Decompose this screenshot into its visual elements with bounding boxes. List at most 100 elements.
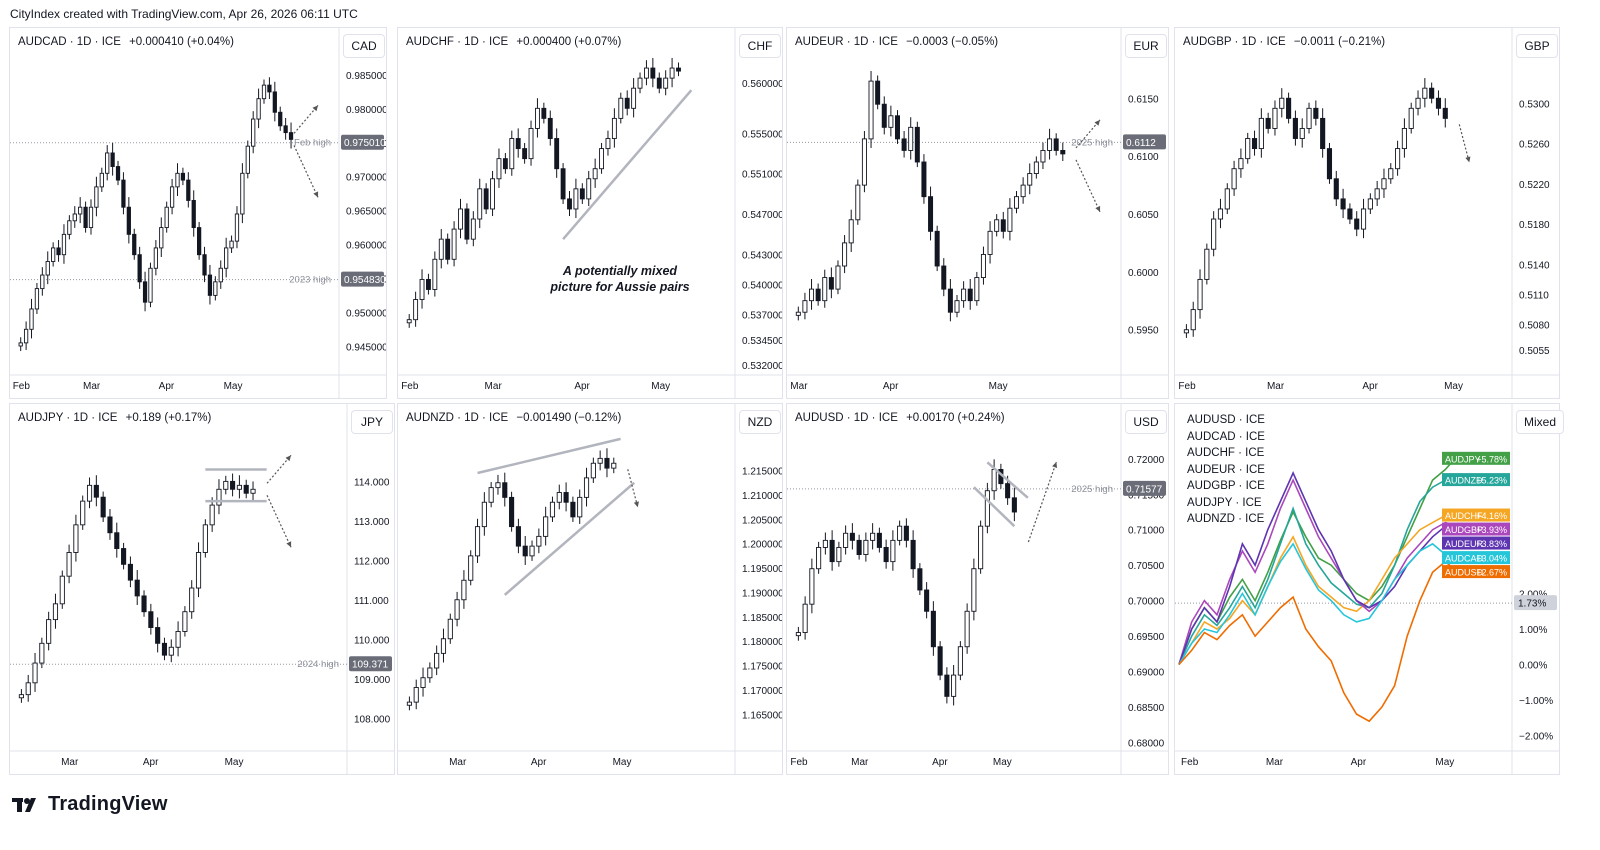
candle [477, 188, 483, 220]
candle [474, 526, 481, 557]
legend-entry[interactable]: AUDUSD · ICE [1187, 414, 1265, 426]
legend-entry[interactable]: AUDJPY · ICE [1187, 496, 1262, 509]
y-tick-label: 0.6000 [1128, 268, 1159, 279]
candle [644, 67, 649, 79]
currency-label[interactable]: Mixed [1516, 410, 1564, 434]
candle [1007, 207, 1013, 232]
currency-label[interactable]: JPY [351, 410, 393, 434]
candle [894, 115, 900, 140]
price-change: +0.000410 (+0.04%) [125, 36, 234, 48]
candle [243, 484, 249, 494]
candle [1320, 117, 1326, 150]
chart-svg: 1.215000 1.210000 1.205000 1.200000 1.195000… [398, 404, 782, 774]
level-badge-text: 0.71577 [1126, 484, 1163, 495]
candle [509, 496, 515, 528]
candle [917, 568, 923, 591]
candle [134, 579, 140, 597]
candle [1020, 184, 1026, 198]
legend-entry[interactable]: AUDCHF · ICE [1187, 447, 1265, 459]
level-label: 2025 high [1071, 484, 1113, 495]
series-line-audjpy [1178, 454, 1471, 665]
candle [110, 152, 115, 167]
currency-label[interactable]: EUR [1125, 34, 1167, 58]
candle [73, 524, 79, 553]
candle [148, 267, 153, 303]
y-tick-label: 0.537000 [742, 311, 782, 322]
candle [543, 516, 549, 537]
candle [590, 462, 596, 479]
x-tick-label: May [1435, 757, 1454, 768]
candle [100, 496, 106, 518]
projection-arrow-line [1027, 461, 1057, 543]
legend-entry[interactable]: AUDCAD · ICE [1187, 430, 1265, 443]
candle [974, 277, 980, 302]
candle [1306, 107, 1312, 129]
panel-audgbp[interactable]: 0.5300 0.5260 0.5220 0.5180 0.5140 0.5110 0.50… [1174, 27, 1560, 399]
y-tick-label: 0.70500 [1128, 561, 1165, 572]
baseline-badge [1514, 595, 1557, 611]
candle [496, 158, 502, 180]
chart-svg: 0.6150 0.6100 0.6050 0.6000 0.5950 Mar Apr May 2… [787, 28, 1168, 398]
price-change: −0.001490 (−0.12%) [513, 412, 622, 424]
series-end-name: AUDCHF [1445, 511, 1483, 521]
candle [676, 67, 681, 72]
candle [1251, 138, 1258, 150]
level-badge [349, 656, 392, 672]
y-tick-label: 1.180000 [742, 637, 782, 648]
candle [888, 115, 894, 128]
candle [223, 480, 229, 490]
y-tick-label: 0.6150 [1128, 94, 1159, 105]
candle [856, 539, 862, 555]
currency-label[interactable]: NZD [739, 410, 781, 434]
currency-label[interactable]: GBP [1516, 34, 1558, 58]
candle [883, 547, 889, 563]
currency-label[interactable]: USD [1125, 410, 1167, 434]
chart-svg: 0.5300 0.5260 0.5220 0.5180 0.5140 0.5110 0.50… [1175, 28, 1559, 398]
candle [230, 480, 236, 490]
currency-label[interactable]: CHF [739, 34, 781, 58]
candle [502, 482, 508, 498]
series-end-badge [1442, 536, 1510, 550]
candle [78, 206, 83, 215]
panel-audusd[interactable]: 0.720000.715000.710000.705000.700000.695… [786, 403, 1169, 775]
level-label: 2024 high [297, 659, 339, 670]
panel-audjpy[interactable]: 114.000 113.000 112.000 111.000 110.000 109.0… [9, 403, 395, 775]
y-tick-label: 0.5180 [1519, 220, 1550, 231]
currency-label[interactable]: CAD [343, 34, 385, 58]
annotation-line: picture for Aussie pairs [549, 280, 689, 294]
candle [502, 158, 508, 170]
series-end-name: AUDEUR [1445, 539, 1484, 549]
candle [250, 488, 256, 494]
tradingview-logo[interactable]: TradingView [12, 793, 168, 816]
candle [563, 492, 569, 503]
candle [828, 277, 834, 290]
x-tick-label: Apr [574, 381, 590, 392]
legend-entry[interactable]: AUDNZD · ICE [1187, 513, 1265, 525]
panel-mixed-performance[interactable]: 2.00% 1.00% 0.00% −1.00% −2.00% Feb Mar Apr May 1… [1174, 403, 1564, 775]
candle [29, 308, 34, 330]
candle [1340, 198, 1346, 210]
candle [468, 555, 474, 581]
candle [202, 524, 208, 553]
chart-svg: 114.000 113.000 112.000 111.000 110.000 109.0… [10, 404, 394, 774]
y-tick-label: 0.6050 [1128, 210, 1159, 221]
series-line-audusd [1178, 560, 1471, 723]
candle [978, 525, 984, 570]
projection-arrow-line [627, 469, 639, 508]
legend-entry[interactable]: AUDGBP · ICE [1187, 480, 1265, 492]
legend-entry[interactable]: AUDEUR · ICE [1187, 463, 1265, 476]
candle [964, 610, 970, 648]
candle [483, 188, 489, 210]
candle [161, 642, 168, 656]
series-end-value: +2.67% [1476, 568, 1507, 578]
panel-audchf[interactable]: 0.560000 0.555000 0.551000 0.547000 0.543000… [397, 27, 783, 399]
panel-title: AUDUSD · 1D · ICE +0.00170 (+0.24%) [795, 412, 1005, 424]
candle [56, 247, 61, 256]
panel-audcad[interactable]: 0.9850000.9800000.9750000.9700000.965000… [9, 27, 387, 399]
candle [1272, 107, 1278, 129]
y-tick-label: 0.960000 [346, 241, 386, 252]
candle [809, 288, 815, 302]
candle [1258, 117, 1264, 150]
panel-audnzd[interactable]: 1.215000 1.210000 1.205000 1.200000 1.195000… [397, 403, 783, 775]
panel-audeur[interactable]: 0.6150 0.6100 0.6050 0.6000 0.5950 Mar Apr May 2… [786, 27, 1169, 399]
